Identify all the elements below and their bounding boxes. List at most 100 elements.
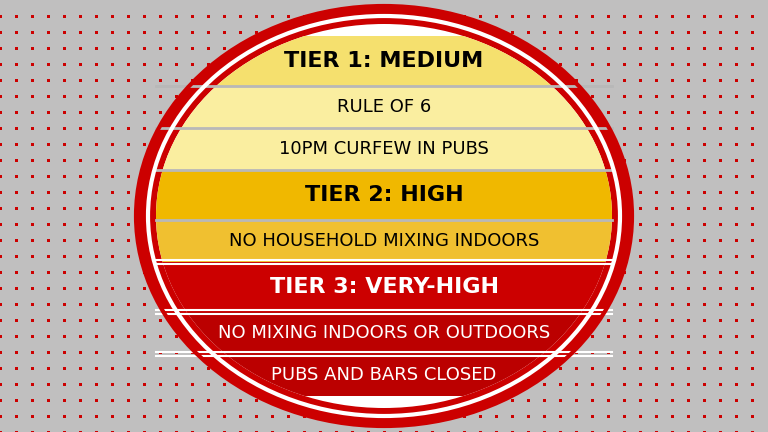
Bar xyxy=(143,127,145,130)
Bar xyxy=(111,175,114,178)
Bar xyxy=(111,286,114,289)
Bar xyxy=(734,127,737,130)
Bar xyxy=(174,95,177,98)
Bar xyxy=(654,159,657,162)
Bar xyxy=(670,350,674,353)
Bar xyxy=(527,47,529,50)
Bar xyxy=(31,238,34,241)
Bar xyxy=(591,350,594,353)
Bar xyxy=(750,79,753,82)
Bar xyxy=(638,191,641,194)
Text: RULE OF 6: RULE OF 6 xyxy=(337,98,431,116)
Bar xyxy=(750,286,753,289)
Bar xyxy=(190,382,194,385)
Bar xyxy=(223,63,226,66)
Bar xyxy=(687,63,690,66)
Bar xyxy=(607,95,610,98)
Bar xyxy=(654,175,657,178)
Bar xyxy=(15,366,18,369)
Bar xyxy=(174,31,177,34)
Bar xyxy=(719,47,721,50)
Bar xyxy=(78,238,81,241)
Bar xyxy=(431,15,433,18)
Bar xyxy=(0,127,2,130)
Bar xyxy=(47,414,49,417)
Bar xyxy=(623,238,625,241)
Bar xyxy=(703,382,706,385)
Bar xyxy=(574,31,578,34)
Bar xyxy=(78,222,81,226)
Bar xyxy=(574,350,578,353)
Bar xyxy=(703,31,706,34)
Bar xyxy=(207,366,210,369)
Bar xyxy=(156,128,612,170)
Ellipse shape xyxy=(156,24,612,408)
Bar xyxy=(654,222,657,226)
Bar xyxy=(207,382,210,385)
Bar xyxy=(542,431,545,432)
Bar xyxy=(62,111,65,114)
Bar xyxy=(607,334,610,337)
Bar xyxy=(687,79,690,82)
Bar xyxy=(127,286,130,289)
Bar xyxy=(31,270,34,273)
Bar xyxy=(47,254,49,257)
Bar xyxy=(62,143,65,146)
Bar xyxy=(143,350,145,353)
Bar xyxy=(623,302,625,305)
Bar xyxy=(47,318,49,321)
Bar xyxy=(623,95,625,98)
Bar xyxy=(495,15,498,18)
Bar xyxy=(719,318,721,321)
Bar xyxy=(127,382,130,385)
Bar xyxy=(750,414,753,417)
Bar xyxy=(638,79,641,82)
Bar xyxy=(78,175,81,178)
Bar xyxy=(431,414,433,417)
Bar xyxy=(623,127,625,130)
Bar xyxy=(156,170,612,220)
Bar xyxy=(111,318,114,321)
Bar xyxy=(47,47,49,50)
Bar xyxy=(687,15,690,18)
Bar xyxy=(703,15,706,18)
Bar xyxy=(15,254,18,257)
Bar xyxy=(446,15,449,18)
Bar xyxy=(527,31,529,34)
Bar xyxy=(31,302,34,305)
Bar xyxy=(127,366,130,369)
Bar xyxy=(254,414,257,417)
Bar xyxy=(94,95,98,98)
Bar xyxy=(415,15,418,18)
Bar xyxy=(558,15,561,18)
Bar xyxy=(654,318,657,321)
Bar xyxy=(750,382,753,385)
Bar xyxy=(31,31,34,34)
Bar xyxy=(94,238,98,241)
Bar xyxy=(623,270,625,273)
Bar xyxy=(94,318,98,321)
Bar xyxy=(111,414,114,417)
Bar xyxy=(687,318,690,321)
Bar xyxy=(78,15,81,18)
Bar xyxy=(47,366,49,369)
Bar xyxy=(750,63,753,66)
Bar xyxy=(47,143,49,146)
Bar xyxy=(719,222,721,226)
Bar xyxy=(158,47,161,50)
Bar xyxy=(623,431,625,432)
Bar xyxy=(190,431,194,432)
Bar xyxy=(78,382,81,385)
Bar xyxy=(15,270,18,273)
Bar xyxy=(703,143,706,146)
Bar xyxy=(734,206,737,210)
Bar xyxy=(687,159,690,162)
Bar xyxy=(47,334,49,337)
Text: TIER 3: VERY-HIGH: TIER 3: VERY-HIGH xyxy=(270,277,498,297)
Bar xyxy=(94,398,98,401)
Bar xyxy=(591,31,594,34)
Bar xyxy=(591,15,594,18)
Bar xyxy=(687,191,690,194)
Bar xyxy=(415,414,418,417)
Bar xyxy=(750,95,753,98)
